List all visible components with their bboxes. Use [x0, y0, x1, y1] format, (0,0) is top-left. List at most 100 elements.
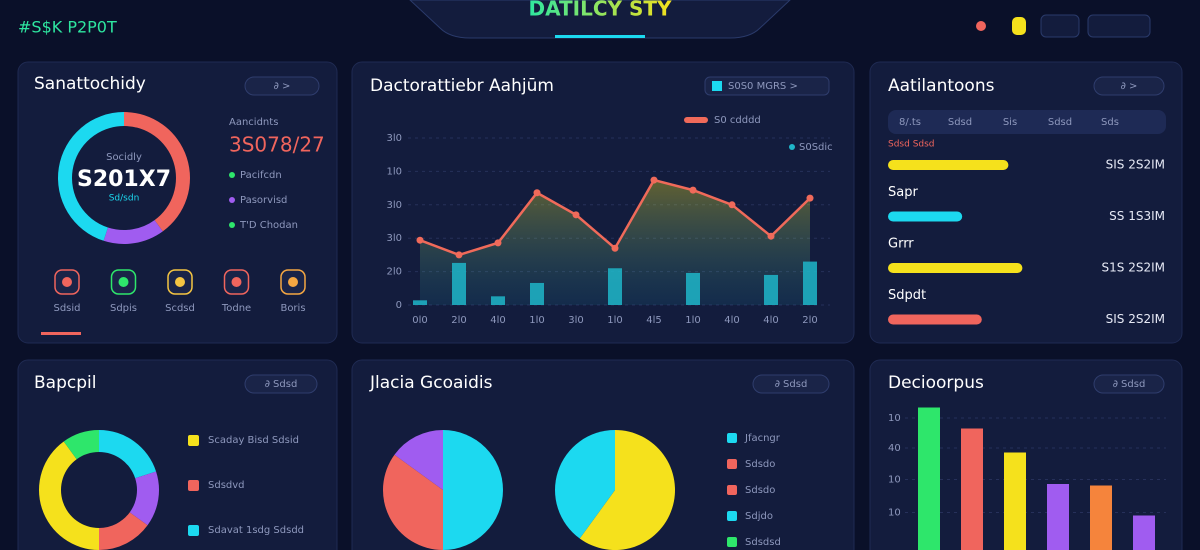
y-tick-label: 0 — [396, 300, 402, 311]
line-area — [420, 180, 810, 305]
line-point — [689, 186, 697, 194]
donut-segment — [99, 430, 157, 479]
bar — [686, 272, 700, 305]
bar — [1004, 452, 1026, 550]
x-tick-label: 4l0 — [763, 315, 779, 326]
bar — [1133, 515, 1155, 550]
donut-segment — [63, 430, 99, 460]
bar — [491, 296, 505, 305]
line-point — [611, 244, 619, 252]
tab-label: Sdsd — [948, 117, 972, 128]
legend-swatch — [188, 435, 199, 446]
icon-label: Sdpis — [110, 303, 137, 314]
button[interactable] — [1093, 374, 1165, 394]
status-dot — [976, 21, 986, 31]
button-label: ∂ Sdsd — [775, 379, 808, 390]
icon-glyph — [288, 277, 298, 287]
legend-label: S0 cdddd — [714, 115, 761, 126]
status-pill — [1012, 17, 1026, 35]
tab-label: Sds — [1101, 117, 1119, 128]
icon-label: Scdsd — [165, 303, 195, 314]
pie-segment — [554, 430, 615, 539]
legend-label: Sdsdvd — [208, 480, 245, 491]
legend-dot — [229, 222, 235, 228]
line-point — [806, 194, 814, 202]
legend-label: T'D Chodan — [239, 220, 298, 231]
button[interactable] — [752, 374, 830, 394]
header-button[interactable] — [1040, 14, 1080, 38]
progress-bar — [888, 160, 1009, 170]
progress-bar — [888, 211, 963, 222]
line-point — [533, 189, 541, 197]
button[interactable] — [1093, 76, 1165, 96]
header-tab — [409, 0, 791, 39]
bar — [1090, 485, 1112, 550]
y-tick-label: 40 — [888, 443, 901, 454]
bar — [1047, 484, 1069, 550]
x-tick-label: 4l0 — [724, 315, 740, 326]
button-label: S0S0 MGRS > — [728, 81, 798, 92]
header-title: DATILCY STY — [528, 0, 672, 21]
line-point — [572, 211, 580, 219]
stat-label: Aancidnts — [229, 117, 278, 128]
x-tick-label: 1l0 — [685, 315, 701, 326]
legend-label: Sdsdo — [745, 485, 775, 496]
row-label: Grrr — [888, 237, 914, 252]
line-point — [650, 176, 658, 184]
panel-title: Aatilantoons — [888, 76, 995, 96]
donut-segment — [39, 441, 99, 550]
legend-swatch — [727, 485, 737, 495]
icon-glyph — [62, 277, 72, 287]
bar — [803, 261, 817, 305]
bar — [608, 268, 622, 305]
donut-segment — [99, 512, 148, 550]
icon-label: Sdsid — [53, 303, 80, 314]
button[interactable] — [244, 76, 320, 96]
x-tick-label: 1l0 — [607, 315, 623, 326]
tab-bar — [888, 110, 1166, 134]
line-point — [767, 232, 775, 240]
pie-segment — [443, 430, 503, 550]
pie-segment — [579, 430, 676, 550]
legend-swatch — [684, 117, 708, 123]
button-label: ∂ > — [1121, 81, 1138, 92]
legend-swatch — [188, 480, 199, 491]
button[interactable] — [704, 76, 830, 96]
line-point — [455, 251, 463, 259]
donut-segment — [103, 220, 163, 245]
tab-label: Sdsd — [1048, 117, 1072, 128]
y-tick-label: 10 — [888, 508, 901, 519]
x-tick-label: 1l0 — [529, 315, 545, 326]
button-label: ∂ Sdsd — [1113, 379, 1146, 390]
header-underline — [555, 35, 645, 38]
button-swatch — [712, 81, 722, 91]
line-point — [416, 236, 424, 244]
button[interactable] — [244, 374, 318, 394]
x-tick-label: 2l0 — [451, 315, 467, 326]
row-value: SIS 2S2IM — [1106, 312, 1165, 326]
bar — [452, 262, 466, 305]
progress-bar — [888, 263, 1023, 273]
y-tick-label: 3l0 — [386, 133, 402, 144]
x-tick-label: 2l0 — [802, 315, 818, 326]
legend-label: Sdjdo — [745, 511, 773, 522]
bar — [530, 282, 544, 305]
bar — [961, 428, 983, 550]
legend-label: Scaday Bisd Sdsid — [208, 435, 299, 446]
row-label: Sdsd Sdsd — [888, 140, 935, 150]
legend-dot — [229, 197, 235, 203]
legend-swatch — [727, 433, 737, 443]
legend-swatch — [188, 525, 199, 536]
y-tick-label: 10 — [888, 475, 901, 486]
icon-glyph — [118, 277, 129, 287]
legend-label: S0Sdic — [799, 142, 833, 153]
header-button[interactable] — [1087, 14, 1151, 38]
panel — [17, 359, 338, 550]
tab-label: 8/.ts — [899, 117, 921, 128]
legend-label: Pacifcdn — [240, 170, 282, 181]
x-tick-label: 4l0 — [490, 315, 506, 326]
bar — [764, 274, 778, 305]
tab-indicator — [41, 332, 81, 335]
